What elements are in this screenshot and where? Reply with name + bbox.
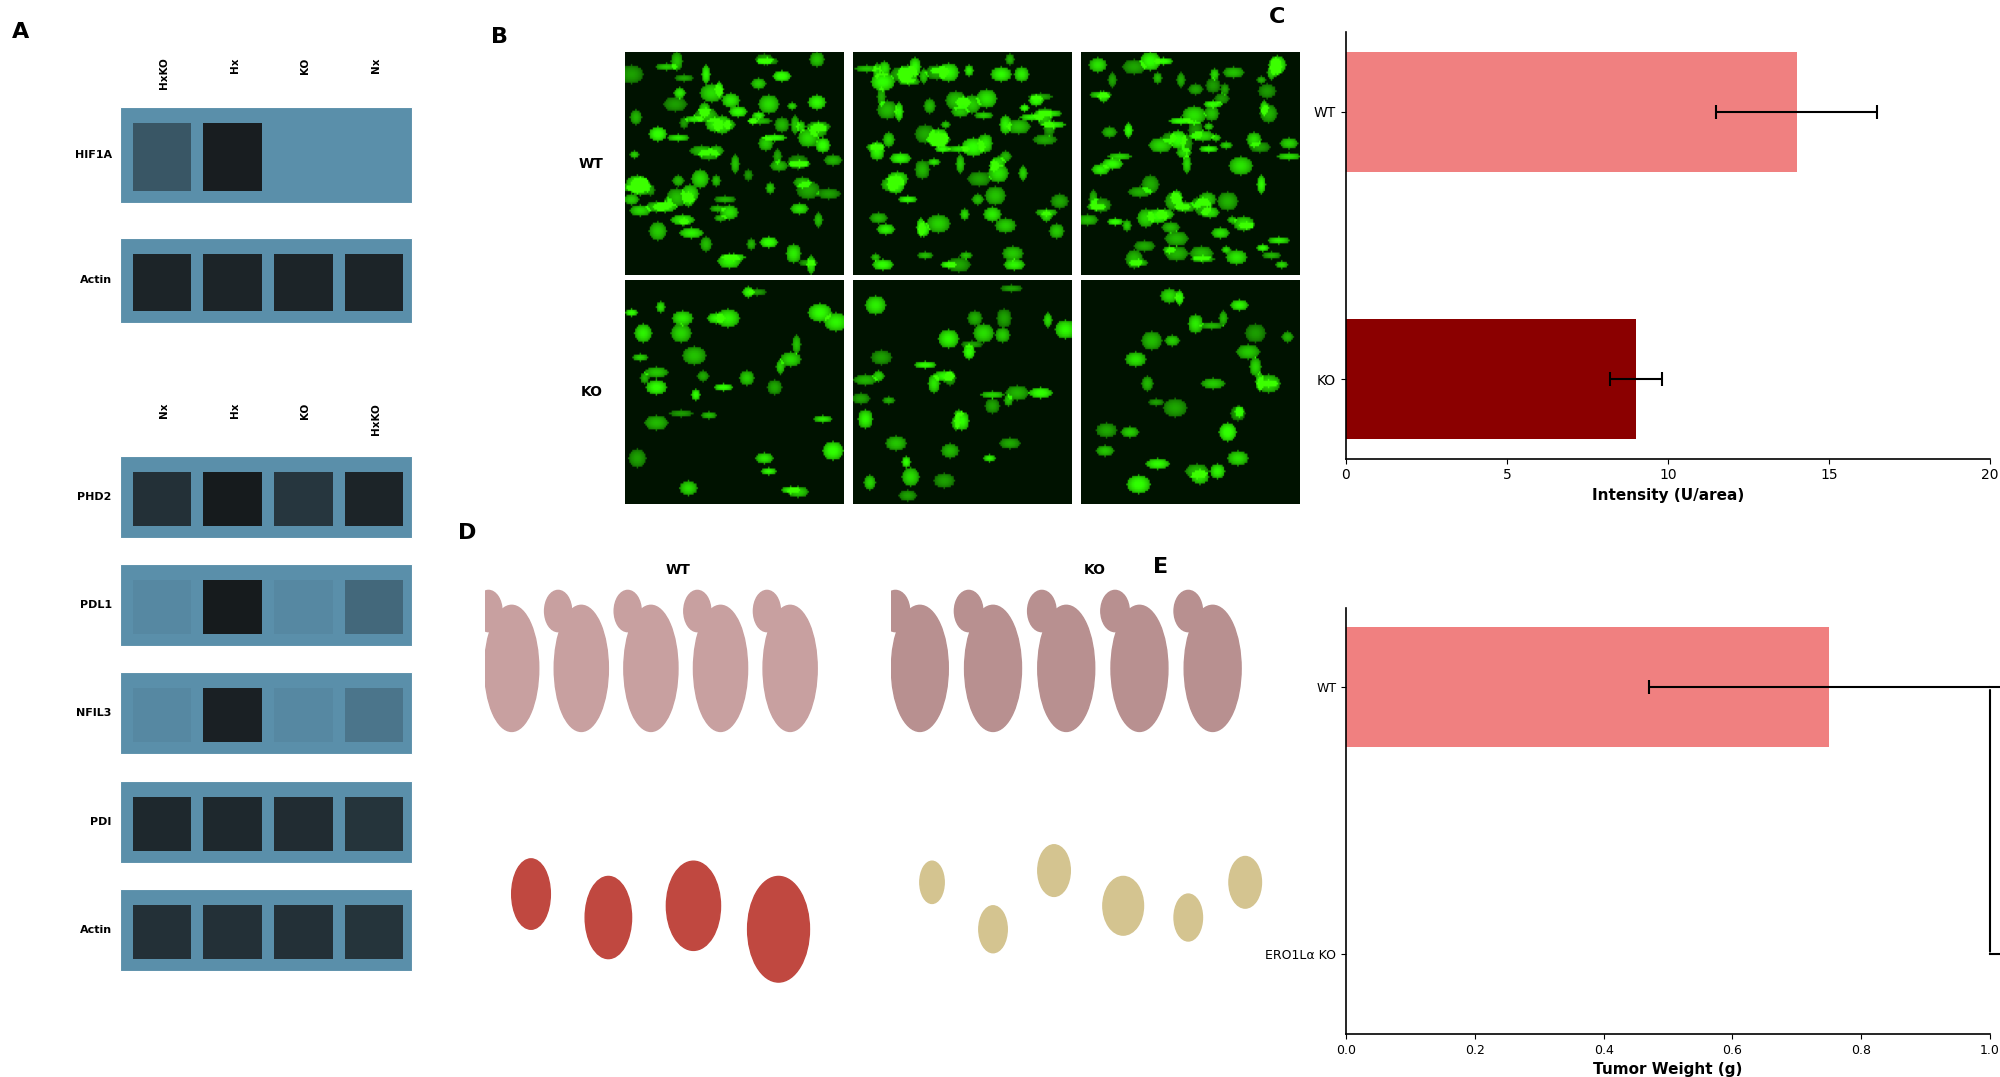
Text: HxKO: HxKO xyxy=(372,403,382,435)
Bar xyxy=(346,797,404,851)
Text: E: E xyxy=(1152,557,1168,576)
Bar xyxy=(346,254,404,311)
Bar xyxy=(204,905,262,959)
Bar xyxy=(120,889,412,970)
Ellipse shape xyxy=(1110,605,1168,731)
Text: Nx: Nx xyxy=(372,57,382,73)
Ellipse shape xyxy=(920,862,944,904)
Ellipse shape xyxy=(748,877,810,982)
Bar xyxy=(204,581,262,634)
Bar xyxy=(120,564,412,646)
Text: KO: KO xyxy=(300,403,310,419)
Bar xyxy=(274,581,332,634)
X-axis label: Tumor Weight (g): Tumor Weight (g) xyxy=(1594,1062,1742,1077)
Ellipse shape xyxy=(554,605,608,731)
Ellipse shape xyxy=(1028,590,1056,632)
Ellipse shape xyxy=(512,858,550,929)
Text: HIF1A: HIF1A xyxy=(74,150,112,160)
Ellipse shape xyxy=(1174,590,1202,632)
Bar xyxy=(132,905,190,959)
Ellipse shape xyxy=(666,862,720,950)
Text: A: A xyxy=(12,23,28,42)
Text: Nx: Nx xyxy=(158,403,168,418)
Ellipse shape xyxy=(474,590,502,632)
Text: WT: WT xyxy=(578,156,604,170)
Ellipse shape xyxy=(544,590,572,632)
Ellipse shape xyxy=(1102,877,1144,935)
Bar xyxy=(132,688,190,742)
Ellipse shape xyxy=(882,590,910,632)
Text: HxKO: HxKO xyxy=(158,57,168,89)
Text: D: D xyxy=(458,523,476,543)
Text: PHD2: PHD2 xyxy=(78,492,112,502)
Bar xyxy=(346,581,404,634)
Ellipse shape xyxy=(694,605,748,731)
Ellipse shape xyxy=(586,877,632,959)
Ellipse shape xyxy=(1038,605,1094,731)
Text: B: B xyxy=(492,27,508,47)
Ellipse shape xyxy=(624,605,678,731)
Text: KO: KO xyxy=(1084,563,1106,577)
Bar xyxy=(132,581,190,634)
Ellipse shape xyxy=(754,590,780,632)
Bar xyxy=(274,905,332,959)
Bar xyxy=(132,472,190,526)
Bar xyxy=(346,905,404,959)
Ellipse shape xyxy=(1184,605,1242,731)
Bar xyxy=(204,688,262,742)
Bar xyxy=(132,124,190,191)
Text: PDI: PDI xyxy=(90,816,112,826)
Bar xyxy=(1346,319,1636,439)
Bar xyxy=(346,472,404,526)
Bar xyxy=(204,797,262,851)
Bar xyxy=(132,797,190,851)
Ellipse shape xyxy=(964,605,1022,731)
Ellipse shape xyxy=(1100,590,1130,632)
Text: Actin: Actin xyxy=(80,925,112,935)
Text: Hx: Hx xyxy=(230,403,240,418)
Bar xyxy=(274,472,332,526)
Ellipse shape xyxy=(764,605,818,731)
Ellipse shape xyxy=(1228,856,1262,908)
Bar xyxy=(120,456,412,538)
Text: PDL1: PDL1 xyxy=(80,600,112,611)
Bar xyxy=(204,472,262,526)
Bar xyxy=(274,797,332,851)
Ellipse shape xyxy=(954,590,982,632)
Bar xyxy=(132,254,190,311)
Bar xyxy=(120,781,412,863)
Text: Hx: Hx xyxy=(230,57,240,73)
Text: KO: KO xyxy=(580,386,602,400)
Ellipse shape xyxy=(1038,844,1070,896)
Bar xyxy=(204,124,262,191)
Ellipse shape xyxy=(484,605,538,731)
Text: C: C xyxy=(1268,6,1286,27)
Bar xyxy=(346,688,404,742)
Bar xyxy=(204,254,262,311)
Text: NFIL3: NFIL3 xyxy=(76,709,112,718)
Bar xyxy=(1346,52,1796,172)
Bar xyxy=(120,238,412,323)
Ellipse shape xyxy=(684,590,710,632)
Bar xyxy=(1346,627,1828,747)
Bar xyxy=(120,108,412,202)
Text: Actin: Actin xyxy=(80,276,112,285)
Text: WT: WT xyxy=(666,563,690,577)
Bar xyxy=(274,688,332,742)
Ellipse shape xyxy=(1174,894,1202,941)
Ellipse shape xyxy=(614,590,642,632)
Ellipse shape xyxy=(978,906,1008,953)
X-axis label: Intensity (U/area): Intensity (U/area) xyxy=(1592,488,1744,503)
Bar xyxy=(274,254,332,311)
Bar xyxy=(120,672,412,755)
Text: KO: KO xyxy=(300,57,310,73)
Ellipse shape xyxy=(892,605,948,731)
